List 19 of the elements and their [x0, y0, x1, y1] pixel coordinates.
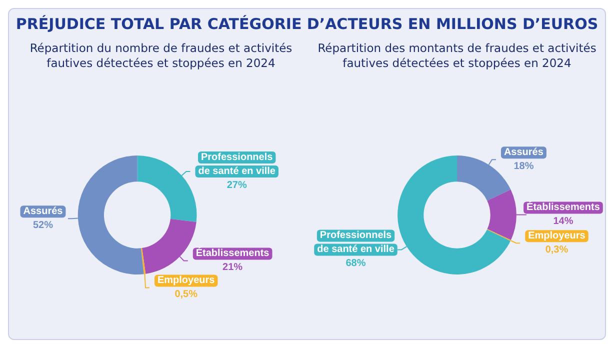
slice-label: Professionnels de santé en ville: [317, 230, 395, 256]
slice-label: Établissements: [196, 247, 270, 260]
data-label: 0,3%: [545, 244, 568, 256]
slice-label: Professionnels de santé en ville: [198, 152, 276, 178]
text: PRÉJUDICE TOTAL PAR CATÉGORIE D’ACTEURS EN MILLIONS D’EUROS: [14, 15, 600, 33]
data-label: 14%: [553, 216, 574, 228]
slice-label: Employeurs: [528, 230, 586, 242]
data-label: 52%: [32, 220, 54, 232]
slice-label: Employeurs: [157, 275, 216, 286]
chart-subtitle: Répartition des montants de fraudes et activités fautives détectées et stoppées en 2024: [316, 41, 598, 71]
slice-label: Établissements: [526, 201, 600, 214]
data-label: 0,5%: [174, 289, 198, 300]
data-label: 27%: [226, 180, 247, 192]
data-label: 68%: [346, 258, 366, 270]
chart-subtitle: Répartition du nombre de fraudes et activités fautives détectées et stoppées en 2024: [28, 41, 294, 71]
data-label: 21%: [222, 262, 243, 274]
slice-label: Assurés: [504, 147, 544, 158]
slice-label: Assurés: [23, 206, 64, 218]
data-label: 18%: [514, 161, 534, 172]
